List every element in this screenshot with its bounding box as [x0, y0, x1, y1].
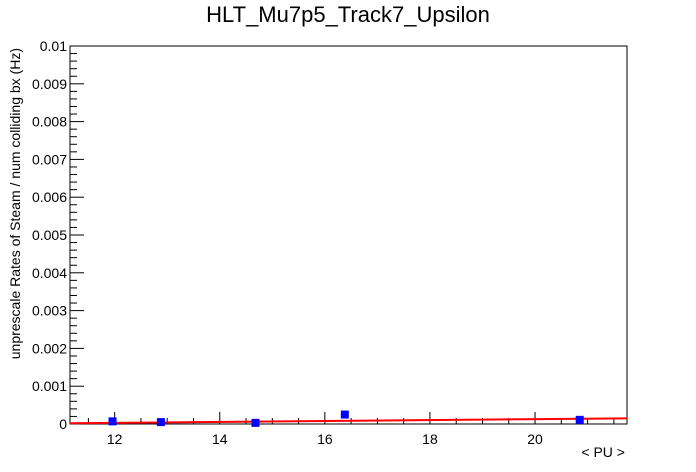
x-tick-label: 16 [317, 431, 333, 447]
data-point [340, 410, 349, 419]
y-tick-label: 0.003 [32, 303, 67, 319]
x-tick-label: 14 [212, 431, 228, 447]
y-tick-label: 0.002 [32, 340, 67, 356]
y-axis-label: unprescale Rates of Steam / num collidin… [7, 48, 23, 359]
data-points [108, 410, 584, 427]
y-tick-label: 0.008 [32, 114, 67, 130]
fit-line [69, 417, 628, 425]
y-tick-label: 0.005 [32, 227, 67, 243]
data-point [575, 415, 584, 424]
x-tick-label: 12 [107, 431, 123, 447]
x-tick-label: 18 [422, 431, 438, 447]
x-axis: 12 14 16 18 20 [87, 412, 615, 447]
data-point [108, 417, 117, 426]
plot-frame [69, 45, 628, 425]
y-tick-label: 0.01 [40, 38, 67, 54]
y-tick-label: 0.006 [32, 189, 67, 205]
y-tick-label: 0.004 [32, 265, 67, 281]
x-axis-label: < PU > [581, 444, 625, 460]
y-tick-label: 0.001 [32, 378, 67, 394]
data-point [251, 418, 260, 427]
y-tick-label: 0 [59, 416, 67, 432]
x-tick-label: 20 [527, 431, 543, 447]
chart-title: HLT_Mu7p5_Track7_Upsilon [206, 2, 490, 27]
y-axis: 0 0.001 0.002 0.003 0.004 0.005 0.006 0.007 0.00… [32, 38, 84, 432]
y-tick-label: 0.007 [32, 151, 67, 167]
y-tick-label: 0.009 [32, 76, 67, 92]
data-point [156, 418, 165, 427]
